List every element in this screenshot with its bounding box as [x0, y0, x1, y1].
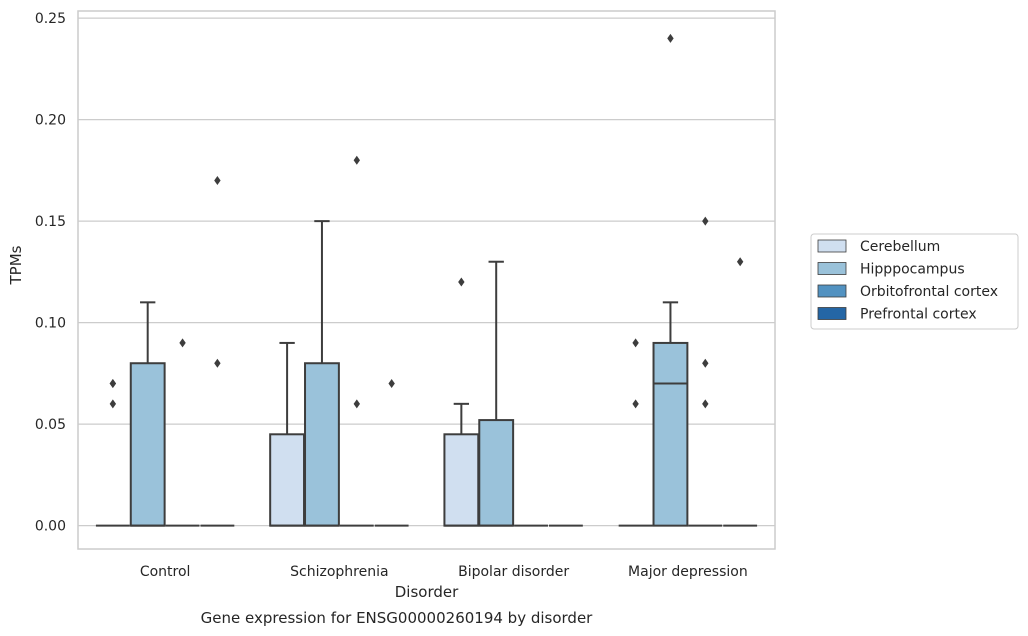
outlier-point	[214, 358, 221, 368]
y-axis-label: TPMs	[7, 245, 25, 285]
box-cerebellum	[269, 341, 306, 527]
box-prefrontal-cortex	[723, 257, 758, 527]
outlier-point	[667, 33, 674, 43]
y-axis-ticks: 0.00 0.05 0.10 0.15 0.20 0.25	[35, 11, 66, 535]
y-tick-label: 0.20	[35, 113, 66, 129]
outlier-point	[109, 399, 117, 409]
box-hipppocampus	[129, 301, 166, 527]
box-body	[269, 433, 306, 527]
box-body	[478, 419, 515, 527]
box-cerebellum	[618, 338, 653, 527]
box-body	[129, 362, 166, 527]
legend-label: Prefrontal cortex	[860, 307, 977, 323]
legend: Cerebellum Hipppocampus Orbitofrontal cort…	[810, 233, 1019, 330]
outlier-point	[353, 155, 360, 165]
y-tick-label: 0.15	[35, 214, 66, 230]
outlier-point	[702, 358, 709, 368]
outlier-point	[632, 399, 639, 409]
x-axis-label: Disorder	[395, 583, 459, 601]
outlier-point	[702, 399, 709, 409]
legend-swatch	[817, 284, 847, 298]
outlier-point	[388, 379, 395, 389]
x-tick-label: Bipolar disorder	[458, 564, 569, 580]
box-orbitofrontal-cortex	[165, 338, 200, 527]
legend-label: Hipppocampus	[860, 262, 965, 278]
box-hipppocampus	[652, 33, 689, 527]
box-plot-area	[95, 33, 758, 527]
plot-frame	[77, 10, 776, 550]
box-prefrontal-cortex	[200, 176, 235, 527]
legend-swatch	[817, 307, 847, 320]
outlier-point	[109, 379, 117, 389]
legend-label: Orbitofrontal cortex	[860, 284, 998, 300]
outlier-point	[736, 257, 744, 267]
y-tick-label: 0.00	[35, 519, 66, 535]
x-tick-label: Schizophrenia	[290, 564, 388, 580]
box-orbitofrontal-cortex	[688, 216, 723, 527]
outlier-point	[214, 176, 221, 186]
box-body	[304, 362, 340, 527]
box-prefrontal-cortex	[374, 379, 409, 527]
legend-swatch	[817, 262, 847, 275]
outlier-point	[702, 216, 709, 226]
y-tick-label: 0.10	[35, 316, 66, 332]
figure-caption: Gene expression for ENSG00000260194 by d…	[201, 609, 594, 627]
x-tick-label: Control	[140, 564, 191, 580]
outlier-point	[353, 399, 360, 409]
box-body	[443, 433, 480, 527]
legend-frame	[810, 233, 1019, 330]
y-tick-label: 0.25	[35, 11, 66, 27]
y-tick-label: 0.05	[35, 417, 66, 433]
outlier-point	[458, 277, 465, 287]
box-cerebellum	[95, 379, 130, 527]
box-hipppocampus	[304, 220, 340, 527]
outlier-point	[179, 338, 186, 348]
box-orbitofrontal-cortex	[339, 155, 374, 527]
box-body	[652, 341, 689, 527]
x-tick-label: Major depression	[628, 564, 748, 580]
outlier-point	[632, 338, 639, 348]
legend-label: Cerebellum	[860, 239, 940, 255]
x-axis-ticks: Control Schizophrenia Bipolar disorder Majo…	[140, 564, 748, 580]
legend-swatch	[817, 239, 847, 253]
box-cerebellum	[443, 277, 480, 527]
box-hipppocampus	[478, 260, 515, 527]
